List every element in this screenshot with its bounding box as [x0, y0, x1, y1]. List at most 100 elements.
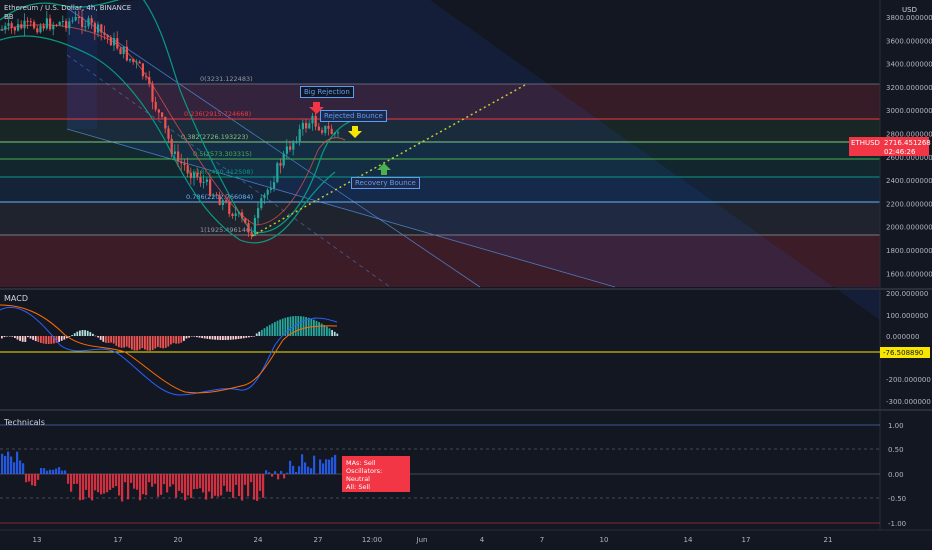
symbol-title[interactable]: Ethereum / U.S. Dollar, 4h, BINANCE	[4, 4, 132, 12]
macd-histogram-bar	[105, 336, 107, 343]
candle-body	[84, 26, 87, 28]
macd-pane-label[interactable]: MACD	[4, 294, 28, 303]
technicals-bar	[298, 466, 301, 474]
technicals-bar	[88, 474, 91, 498]
time-tick-label: 20	[174, 536, 183, 544]
technicals-bar	[199, 474, 202, 489]
fib-label-0382: 0.382(2726.193223)	[181, 133, 248, 141]
macd-histogram-bar	[276, 320, 279, 336]
technicals-bar	[202, 474, 205, 493]
candle-body	[65, 21, 68, 29]
technicals-bar	[271, 474, 274, 477]
price-tick-label: 1800.000000	[886, 247, 932, 255]
technicals-bar	[211, 474, 214, 499]
macd-histogram-bar	[190, 336, 193, 337]
time-tick-label: 4	[480, 536, 485, 544]
support-trendline[interactable]	[251, 84, 526, 237]
macd-histogram-bar	[219, 336, 222, 340]
technicals-bar	[148, 474, 151, 483]
time-tick-label: 14	[684, 536, 693, 544]
technicals-pane-label[interactable]: Technicals	[4, 418, 45, 427]
technicals-bar	[163, 474, 166, 485]
candle-body	[269, 188, 272, 190]
macd-histogram-bar	[175, 336, 177, 344]
macd-histogram-bar	[300, 316, 302, 336]
macd-axis[interactable]: 200.000000 100.000000 0.000000 -200.000000 -…	[886, 290, 931, 406]
time-tick-label: 24	[254, 536, 263, 544]
macd-histogram-bar	[102, 336, 105, 342]
macd-histogram-bar	[110, 336, 112, 343]
last-price-value: 2716.451268	[884, 139, 931, 147]
candle-body	[23, 20, 26, 29]
macd-histogram-bar	[40, 336, 42, 343]
macd-histogram-bar	[34, 336, 37, 342]
macd-histogram-bar	[8, 336, 11, 337]
macd-histogram-bar	[323, 325, 326, 336]
technicals-bar	[52, 469, 55, 474]
bb-indicator-label[interactable]: BB	[4, 13, 14, 21]
macd-histogram-bar	[248, 336, 250, 338]
macd-histogram-bar	[198, 336, 201, 338]
technicals-bar	[55, 468, 58, 474]
candle-body	[141, 63, 144, 77]
technicals-bar	[274, 471, 277, 474]
macd-histogram-bar	[305, 317, 307, 336]
macd-histogram-bar	[232, 336, 235, 340]
price-tick-label: 3000.000000	[886, 107, 932, 115]
technicals-bar	[187, 474, 190, 496]
macd-histogram-bar	[326, 326, 328, 336]
macd-histogram-bar	[188, 336, 190, 338]
technicals-bar	[253, 474, 256, 500]
macd-histogram-bar	[76, 331, 79, 336]
macd-histogram-bar	[294, 316, 297, 336]
technicals-axis[interactable]: 1.00 0.50 0.00 -0.50 -1.00	[888, 422, 906, 528]
candle-body	[93, 23, 96, 33]
macd-histogram-bar	[237, 336, 240, 339]
candle-body	[215, 194, 218, 196]
candle-body	[90, 18, 93, 24]
macd-histogram-bar	[281, 318, 284, 336]
technicals-bar	[103, 474, 106, 494]
macd-histogram-bar	[19, 336, 21, 341]
technicals-tick-label: 0.00	[888, 471, 904, 479]
macd-histogram-bar	[136, 336, 138, 351]
candle-body	[266, 189, 269, 195]
candle-body	[39, 25, 42, 33]
candle-body	[260, 198, 263, 209]
candle-body	[193, 172, 196, 178]
macd-histogram-bar	[320, 323, 323, 336]
technicals-bar	[142, 474, 145, 495]
macd-value-text: -76.508890	[883, 349, 923, 357]
candle-body	[135, 61, 138, 63]
candle-body	[314, 115, 317, 127]
price-tick-label: 3600.000000	[886, 37, 932, 45]
macd-histogram-bar	[71, 335, 73, 336]
candle-body	[13, 27, 16, 31]
technicals-histogram	[1, 451, 337, 502]
big-rejection-label[interactable]: Big Rejection	[300, 86, 354, 98]
technicals-bar	[19, 460, 22, 474]
technicals-bar	[295, 471, 298, 474]
price-tick-label: 3800.000000	[886, 14, 932, 22]
candle-body	[68, 21, 71, 29]
candle-body	[263, 194, 266, 199]
technicals-bar	[328, 459, 331, 474]
time-axis[interactable]: 13 17 20 24 27 12:00 Jun 4 7 10 14 17 21	[33, 536, 833, 544]
macd-histogram-bar	[201, 336, 203, 339]
macd-histogram-bar	[331, 330, 333, 336]
macd-histogram-bar	[99, 336, 102, 340]
macd-histogram-bar	[50, 336, 53, 344]
time-tick-label: 7	[540, 536, 544, 544]
technicals-bar	[310, 468, 313, 474]
recovery-bounce-label[interactable]: Recovery Bounce	[351, 177, 420, 189]
rejected-bounce-label[interactable]: Rejected Bounce	[320, 110, 387, 122]
price-axis[interactable]: 3800.000000 3600.000000 3400.000000 3200.00…	[886, 14, 932, 278]
technicals-bar	[4, 455, 7, 474]
macd-histogram-bar	[164, 336, 167, 348]
fib-band-0382-05	[0, 142, 880, 159]
macd-tick-label: 200.000000	[886, 290, 928, 298]
candle-body	[151, 83, 154, 102]
technicals-bar	[256, 474, 259, 501]
technicals-bar	[73, 474, 76, 485]
